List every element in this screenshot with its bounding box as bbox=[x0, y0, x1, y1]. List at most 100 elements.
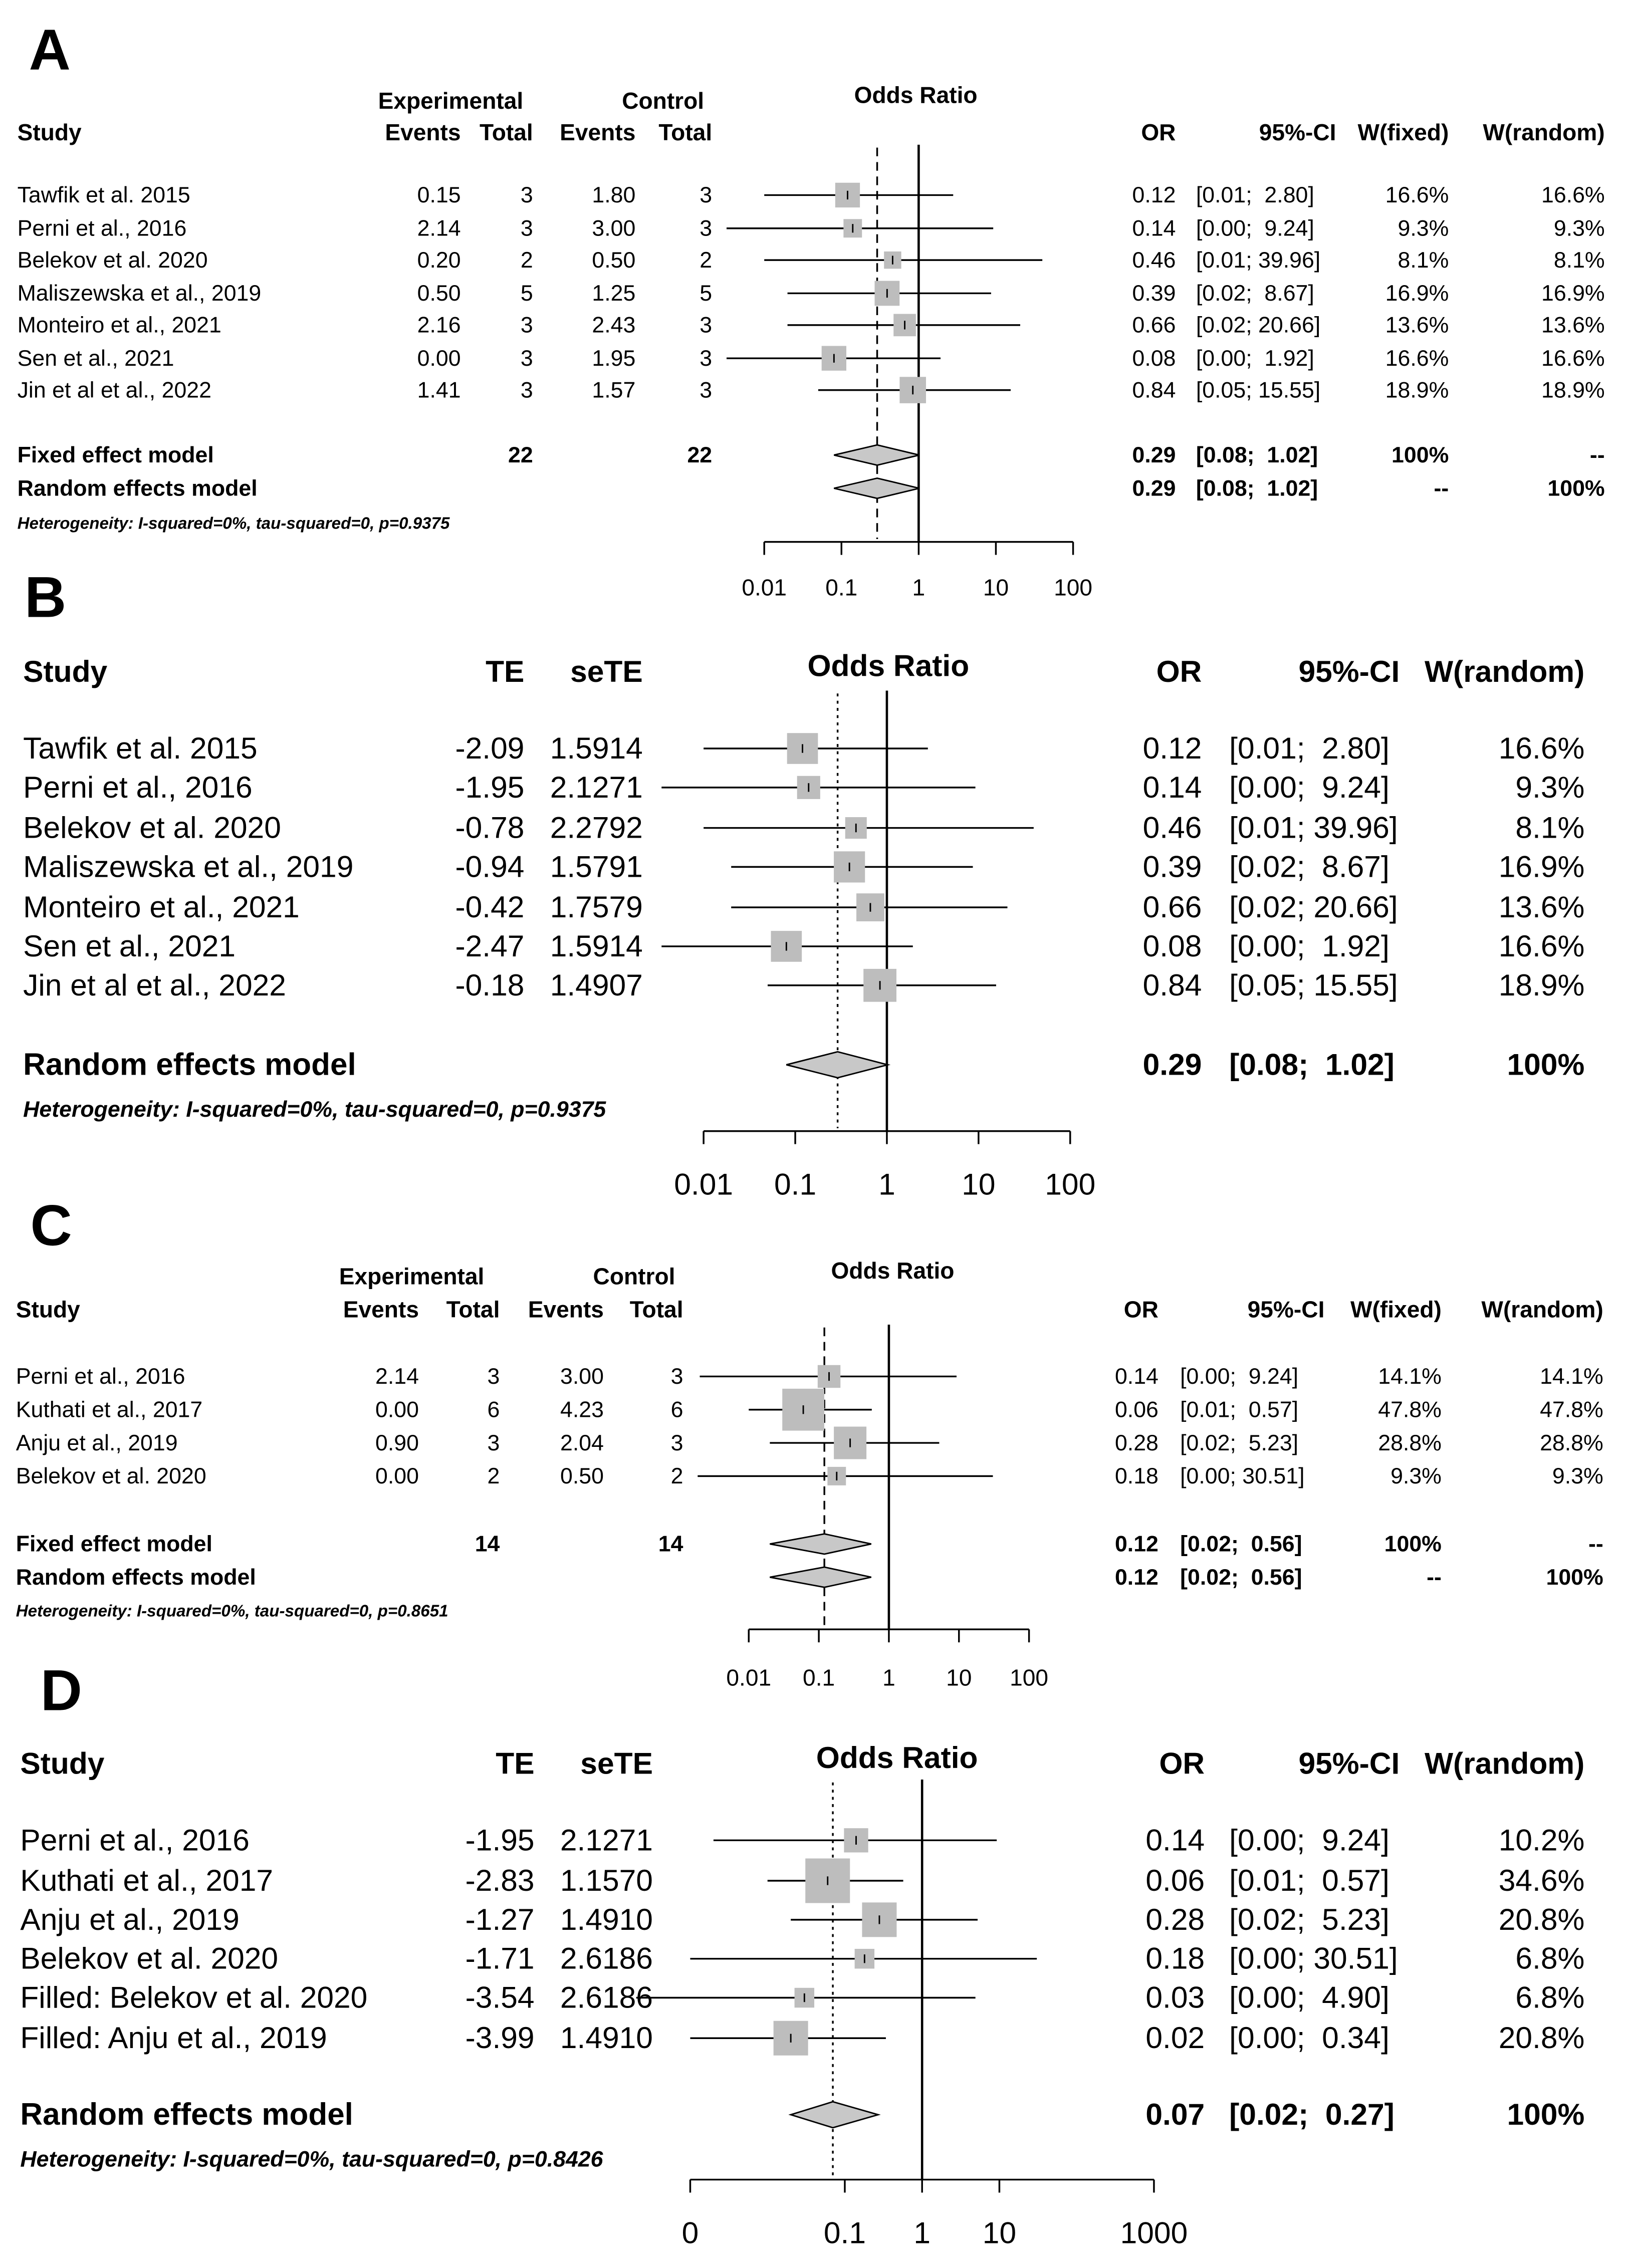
summary-w-random: -- bbox=[1588, 1532, 1603, 1557]
ci-value: [0.01; 39.96] bbox=[1229, 811, 1398, 845]
tick-label: 1 bbox=[912, 574, 925, 600]
study-name: Perni et al., 2016 bbox=[18, 216, 187, 240]
exp-events: 0.50 bbox=[417, 281, 461, 306]
or-value: 0.39 bbox=[1143, 849, 1202, 883]
w-random: 9.3% bbox=[1554, 216, 1605, 240]
header-ci: 95%-CI bbox=[1248, 1297, 1325, 1323]
study-name: Tawfik et al. 2015 bbox=[18, 183, 190, 207]
tick-label: 0.1 bbox=[803, 1665, 835, 1691]
summary-ci: [0.02; 0.56] bbox=[1180, 1532, 1302, 1557]
ci-value: [0.05; 15.55] bbox=[1196, 378, 1320, 402]
ci-value: [0.00; 30.51] bbox=[1229, 1941, 1398, 1975]
exp-total: 3 bbox=[521, 216, 533, 240]
w-fixed: 9.3% bbox=[1390, 1464, 1442, 1488]
or-value: 0.28 bbox=[1115, 1431, 1158, 1455]
summary-w-random: 100% bbox=[1547, 476, 1604, 500]
header-w-random: W(random) bbox=[1483, 119, 1604, 145]
or-value: 0.14 bbox=[1143, 770, 1202, 804]
study-name: Sen et al., 2021 bbox=[18, 346, 174, 371]
study-row: Anju et al., 2019 -1.27 1.4910 0.28 [0.02; 5… bbox=[20, 1902, 1584, 1937]
tick-label: 0.1 bbox=[824, 2215, 866, 2249]
summary-label: Random effects model bbox=[23, 1047, 356, 1082]
w-random: 20.8% bbox=[1499, 1902, 1585, 1936]
or-value: 0.06 bbox=[1145, 1863, 1205, 1897]
summary-ci: [0.08; 1.02] bbox=[1196, 443, 1318, 467]
or-value: 0.66 bbox=[1132, 313, 1176, 338]
exp-total: 3 bbox=[488, 1431, 500, 1455]
ci-value: [0.01; 0.57] bbox=[1180, 1398, 1298, 1422]
ctl-total: 5 bbox=[700, 281, 712, 306]
w-random: 18.9% bbox=[1499, 968, 1585, 1002]
ci-value: [0.00; 30.51] bbox=[1180, 1464, 1304, 1488]
summary-w-random: 100% bbox=[1546, 1565, 1603, 1590]
study-name: Belekov et al. 2020 bbox=[23, 811, 281, 845]
exp-total: 3 bbox=[521, 183, 533, 207]
ci-value: [0.00; 9.24] bbox=[1229, 770, 1389, 804]
tick-label: 10 bbox=[946, 1665, 972, 1691]
exp-events: 2.14 bbox=[417, 216, 461, 240]
te-value: -1.95 bbox=[455, 770, 524, 804]
tick-label: 0.1 bbox=[825, 574, 857, 600]
ctl-events: 2.04 bbox=[560, 1431, 604, 1455]
w-random: 34.6% bbox=[1499, 1863, 1585, 1897]
summary-w-fixed: 100% bbox=[1384, 1532, 1442, 1557]
te-value: -0.18 bbox=[455, 968, 524, 1002]
ctl-total: 3 bbox=[700, 378, 712, 402]
study-row: Sen et al., 2021 -2.47 1.5914 0.08 [0.00; 1.… bbox=[23, 929, 1584, 963]
tick-label: 0 bbox=[682, 2215, 699, 2249]
w-fixed: 28.8% bbox=[1378, 1431, 1442, 1455]
header-or: OR bbox=[1124, 1297, 1158, 1323]
header-exp-events: Events bbox=[343, 1297, 419, 1323]
summary-ci: [0.08; 1.02] bbox=[1196, 476, 1318, 500]
summary-label: Random effects model bbox=[16, 1565, 256, 1590]
ci-value: [0.02; 20.66] bbox=[1229, 890, 1398, 924]
w-random: 16.9% bbox=[1541, 281, 1605, 306]
tick-label: 1000 bbox=[1120, 2215, 1188, 2249]
header-w-random: W(random) bbox=[1481, 1297, 1603, 1323]
header-ci: 95%-CI bbox=[1259, 119, 1336, 145]
exp-total: 3 bbox=[521, 313, 533, 338]
summary-w-fixed: 100% bbox=[1391, 443, 1449, 467]
te-value: -3.99 bbox=[466, 2021, 535, 2055]
w-fixed: 14.1% bbox=[1378, 1364, 1442, 1389]
header-exp-events: Events bbox=[385, 119, 460, 145]
study-row: Kuthati et al., 2017 0.00 6 4.23 6 47.8% 0.06 [… bbox=[16, 1388, 1603, 1431]
ctl-total: 6 bbox=[671, 1398, 683, 1422]
te-value: -0.78 bbox=[455, 811, 524, 845]
w-fixed: 8.1% bbox=[1398, 248, 1449, 273]
header-control: Control bbox=[593, 1263, 675, 1289]
exp-total: 5 bbox=[521, 281, 533, 306]
w-random: 16.6% bbox=[1499, 731, 1585, 765]
header-w-random: W(random) bbox=[1425, 654, 1584, 688]
header-or: OR bbox=[1159, 1746, 1205, 1781]
header-odds-ratio: Odds Ratio bbox=[816, 1740, 978, 1775]
ctl-total: 3 bbox=[700, 313, 712, 338]
x-axis: 0.01 0.1 1 10 100 bbox=[674, 1130, 1095, 1201]
or-value: 0.18 bbox=[1145, 1941, 1205, 1975]
study-name: Perni et al., 2016 bbox=[20, 1823, 250, 1857]
tick-label: 100 bbox=[1045, 1167, 1095, 1201]
ctl-events: 2.43 bbox=[592, 313, 635, 338]
summary-or: 0.12 bbox=[1115, 1565, 1158, 1590]
header-study: Study bbox=[20, 1746, 104, 1781]
study-row: Belekov et al. 2020 -1.71 2.6186 0.18 [0.00;… bbox=[20, 1941, 1584, 1975]
header-ctl-total: Total bbox=[658, 119, 712, 145]
header-study: Study bbox=[23, 654, 107, 688]
header-or: OR bbox=[1156, 654, 1202, 688]
tick-label: 1 bbox=[882, 1665, 895, 1691]
panel-c: C Experimental Control Study Events Total Even… bbox=[16, 1193, 1603, 1690]
exp-events: 2.16 bbox=[417, 313, 461, 338]
or-value: 0.46 bbox=[1143, 811, 1202, 845]
te-value: -2.83 bbox=[466, 1863, 535, 1897]
summary-w-random: -- bbox=[1590, 443, 1605, 467]
w-fixed: 13.6% bbox=[1385, 313, 1449, 338]
ci-value: [0.02; 8.67] bbox=[1196, 281, 1314, 306]
w-random: 13.6% bbox=[1499, 890, 1585, 924]
header-te: TE bbox=[486, 654, 524, 688]
exp-events: 0.20 bbox=[417, 248, 461, 273]
ctl-total: 3 bbox=[700, 216, 712, 240]
panel-letter: A bbox=[29, 18, 71, 82]
te-value: -1.95 bbox=[466, 1823, 535, 1857]
study-name: Maliszewska et al., 2019 bbox=[18, 281, 262, 306]
exp-total: 3 bbox=[521, 346, 533, 371]
